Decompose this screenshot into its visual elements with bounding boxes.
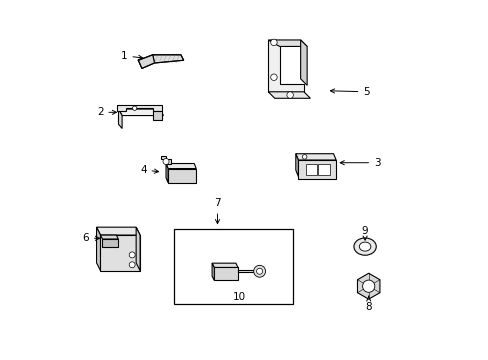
Polygon shape — [168, 168, 196, 183]
Circle shape — [253, 265, 265, 277]
Text: 3: 3 — [340, 158, 380, 168]
Circle shape — [270, 74, 277, 80]
Polygon shape — [166, 163, 168, 183]
Polygon shape — [118, 109, 122, 129]
Polygon shape — [268, 40, 306, 46]
Polygon shape — [152, 111, 162, 120]
Bar — [174, 229, 292, 304]
Text: 7: 7 — [214, 198, 221, 224]
Text: 4: 4 — [140, 165, 158, 175]
Text: 6: 6 — [82, 233, 100, 243]
Polygon shape — [138, 55, 154, 68]
Bar — [305, 164, 316, 175]
Polygon shape — [212, 263, 214, 280]
Circle shape — [129, 262, 135, 268]
Polygon shape — [152, 55, 183, 63]
Polygon shape — [214, 267, 238, 280]
Text: 1: 1 — [121, 51, 142, 61]
Polygon shape — [357, 273, 379, 299]
Circle shape — [286, 92, 293, 98]
Circle shape — [362, 280, 374, 292]
Polygon shape — [166, 163, 196, 168]
Polygon shape — [212, 263, 238, 267]
Text: 2: 2 — [97, 107, 116, 117]
Circle shape — [302, 154, 306, 159]
Ellipse shape — [353, 238, 375, 255]
Circle shape — [129, 252, 135, 258]
Text: 10: 10 — [232, 292, 245, 302]
Polygon shape — [268, 92, 310, 98]
Circle shape — [163, 158, 169, 165]
Polygon shape — [238, 270, 257, 272]
Polygon shape — [101, 235, 140, 271]
Ellipse shape — [359, 242, 370, 251]
Polygon shape — [161, 157, 171, 163]
Circle shape — [132, 106, 137, 111]
Polygon shape — [295, 154, 335, 160]
Text: 5: 5 — [330, 87, 369, 97]
Circle shape — [256, 268, 262, 274]
Polygon shape — [101, 235, 118, 239]
Circle shape — [270, 39, 277, 46]
Polygon shape — [136, 227, 140, 271]
Polygon shape — [295, 154, 298, 176]
Bar — [318, 164, 329, 175]
Polygon shape — [96, 227, 140, 235]
Polygon shape — [268, 40, 303, 92]
Polygon shape — [102, 239, 118, 247]
Polygon shape — [118, 109, 163, 116]
Polygon shape — [96, 227, 101, 271]
Polygon shape — [300, 40, 306, 85]
Text: 8: 8 — [365, 296, 371, 312]
Polygon shape — [298, 160, 335, 179]
Text: 9: 9 — [361, 226, 367, 240]
Polygon shape — [117, 105, 162, 111]
